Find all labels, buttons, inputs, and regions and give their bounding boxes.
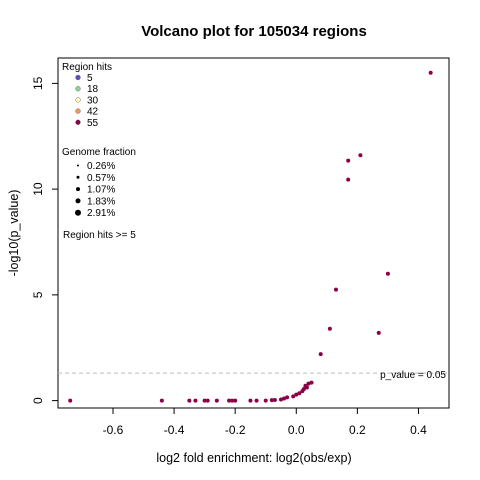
significance-threshold-label: p_value = 0.05 xyxy=(380,370,446,381)
data-point xyxy=(291,394,296,399)
legend-fraction-label: 2.91% xyxy=(87,208,115,219)
data-point xyxy=(306,381,311,386)
data-point xyxy=(205,398,210,403)
legend-title-region-hits: Region hits xyxy=(62,62,112,73)
data-point xyxy=(278,397,283,402)
legend-fraction-label: 0.57% xyxy=(87,173,115,184)
data-point xyxy=(297,391,302,396)
data-point xyxy=(254,398,259,403)
legend-hit-label: 55 xyxy=(87,118,99,129)
x-tick-label: -0.2 xyxy=(225,423,246,437)
data-point xyxy=(428,70,433,75)
x-tick-label: 0.0 xyxy=(288,423,305,437)
data-point xyxy=(282,396,287,401)
data-point xyxy=(346,158,351,163)
data-point xyxy=(187,398,192,403)
x-tick-label: -0.4 xyxy=(164,423,185,437)
data-point xyxy=(301,386,306,391)
chart-title: Volcano plot for 105034 regions xyxy=(141,23,367,40)
data-point xyxy=(318,352,323,357)
data-point xyxy=(227,398,232,403)
y-axis: 0 5 10 15 xyxy=(31,76,58,404)
data-point xyxy=(385,271,390,276)
legend-hit-label: 5 xyxy=(87,73,93,84)
x-tick-label: 0.4 xyxy=(410,423,427,437)
x-tick-label: -0.6 xyxy=(103,423,124,437)
legend-color-swatch xyxy=(75,74,81,81)
data-point xyxy=(214,398,219,403)
data-point xyxy=(233,398,238,403)
data-point xyxy=(309,380,314,385)
legend-hit-label: 30 xyxy=(87,95,99,106)
x-tick-label: 0.2 xyxy=(349,423,366,437)
x-axis: -0.6 -0.4 -0.2 0.0 0.2 0.4 xyxy=(103,408,427,437)
data-point xyxy=(269,398,274,403)
legend-filter-note: Region hits >= 5 xyxy=(63,230,136,241)
legend-fraction-label: 1.07% xyxy=(87,185,115,196)
legend-hit-label: 18 xyxy=(87,84,99,95)
data-point xyxy=(230,398,235,403)
plot-frame xyxy=(57,57,450,409)
data-point xyxy=(272,397,277,402)
data-point xyxy=(202,398,207,403)
legend-color-swatch xyxy=(75,97,81,103)
data-point xyxy=(304,385,309,390)
legend-hit-label: 42 xyxy=(87,107,99,118)
y-tick-label: 10 xyxy=(31,182,45,196)
data-point xyxy=(68,398,73,403)
data-point xyxy=(248,398,253,403)
legend-size-marker xyxy=(77,164,79,167)
data-point xyxy=(327,326,332,331)
legend-color-swatch xyxy=(75,86,81,92)
data-point xyxy=(294,392,299,397)
legend-genome-fraction: 0.26%0.57%1.07%1.83%2.91% xyxy=(75,161,115,219)
legend-size-marker xyxy=(76,187,80,192)
data-point xyxy=(376,330,381,335)
data-points xyxy=(68,70,433,403)
data-point xyxy=(358,153,363,158)
legend-size-marker xyxy=(75,209,81,216)
legend-fraction-label: 0.26% xyxy=(87,161,115,172)
x-axis-label: log2 fold enrichment: log2(obs/exp) xyxy=(156,451,351,465)
legend-color-swatch xyxy=(75,108,81,114)
data-point xyxy=(333,287,338,292)
legend-fraction-label: 1.83% xyxy=(87,196,115,207)
y-axis-label: -log10(p_value) xyxy=(7,190,21,277)
legend-title-genome-fraction: Genome fraction xyxy=(62,147,136,158)
y-tick-label: 15 xyxy=(31,76,45,90)
legend-size-marker xyxy=(76,175,80,179)
data-point xyxy=(159,398,164,403)
data-point xyxy=(193,398,198,403)
data-point xyxy=(346,177,351,182)
data-point xyxy=(285,395,290,400)
y-tick-label: 0 xyxy=(31,397,45,404)
data-point xyxy=(263,398,268,403)
legend-color-swatch xyxy=(75,119,81,125)
y-tick-label: 5 xyxy=(31,291,45,298)
legend-size-marker xyxy=(75,198,81,204)
